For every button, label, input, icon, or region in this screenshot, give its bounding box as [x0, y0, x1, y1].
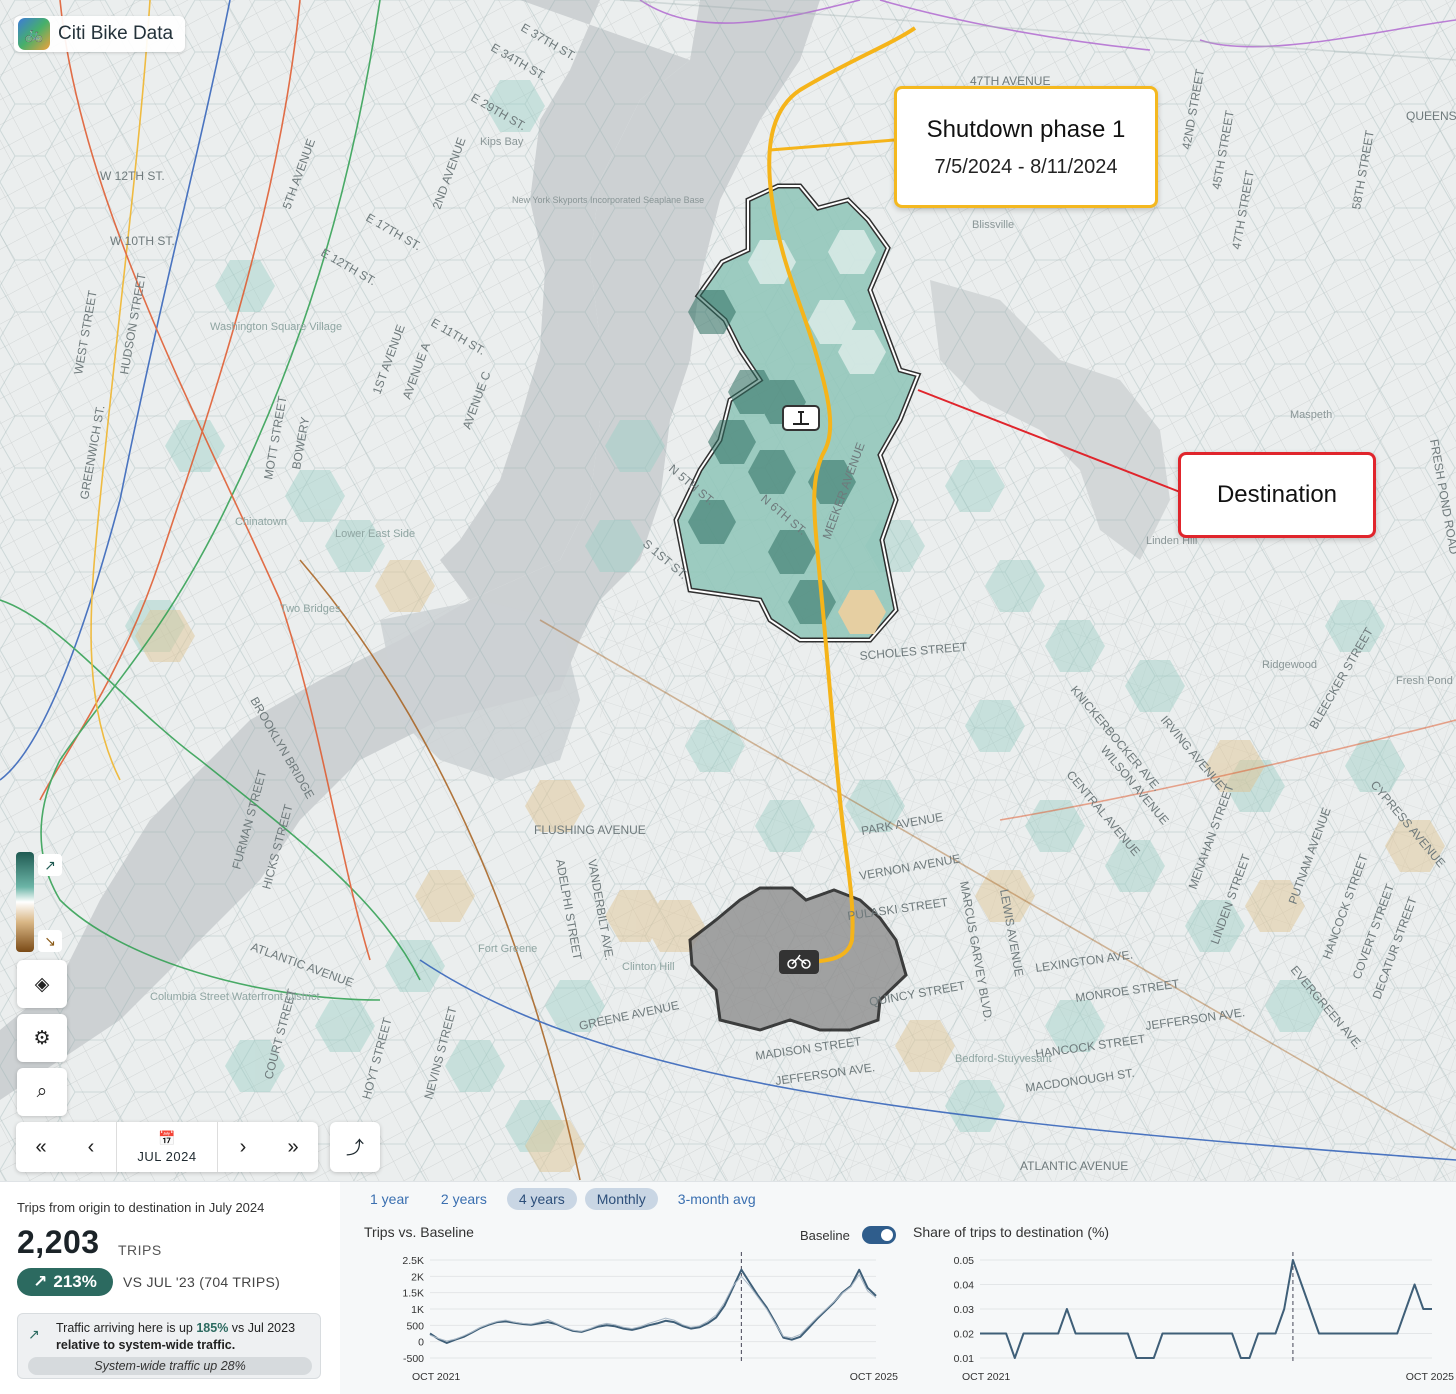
street-label: Fresh Pond — [1396, 675, 1453, 687]
street-label: Lower East Side — [335, 528, 415, 540]
first-month-button[interactable]: « — [35, 1135, 47, 1158]
last-month-button[interactable]: » — [287, 1135, 299, 1158]
street-label: New York Skyports Incorporated Seaplane … — [512, 195, 704, 205]
legend-gradient — [16, 852, 34, 952]
street-label: Chinatown — [235, 516, 287, 528]
tab-monthly[interactable]: Monthly — [584, 1188, 658, 1210]
charts-area: 1 year 2 years 4 years Monthly 3-month a… — [340, 1182, 1456, 1394]
tab-3-month-avg[interactable]: 3-month avg — [677, 1191, 756, 1207]
bike-icon[interactable] — [779, 950, 819, 974]
map-canvas[interactable]: E 34TH ST. E 37TH ST. E 29TH ST. 47TH AV… — [0, 0, 1456, 1181]
street-label: QUEENS — [1406, 109, 1456, 123]
app-brand[interactable]: 🚲 Citi Bike Data — [14, 16, 186, 52]
stats-panel: Trips from origin to destination in July… — [0, 1181, 1456, 1394]
street-label: Linden Hill — [1146, 535, 1197, 547]
street-label: Maspeth — [1290, 409, 1332, 421]
date-picker[interactable]: 📅 JUL 2024 — [116, 1122, 218, 1172]
street-label: Two Bridges — [280, 603, 341, 615]
callout-title: Destination — [1216, 481, 1338, 508]
system-wide-badge: System-wide traffic up 28% — [28, 1357, 312, 1375]
layers-button[interactable]: ◈ — [17, 960, 67, 1008]
trip-count: 2,203 — [17, 1224, 100, 1260]
date-navigator: « ‹ 📅 JUL 2024 › » — [16, 1122, 318, 1172]
layers-icon: ◈ — [34, 973, 50, 995]
tab-2-years[interactable]: 2 years — [440, 1191, 487, 1207]
series-line — [980, 1259, 1432, 1359]
sliders-icon: ⚙ — [33, 1027, 51, 1049]
x-tick-label: OCT 2025 — [850, 1371, 898, 1383]
share-button[interactable]: ⤴ — [330, 1122, 380, 1172]
street-label: Columbia Street Waterfront District — [150, 991, 320, 1003]
summary-card: Trips from origin to destination in July… — [0, 1182, 338, 1394]
street-label: W 12TH ST. — [100, 169, 165, 183]
x-tick-label: OCT 2021 — [412, 1371, 460, 1383]
street-label: 47TH AVENUE — [970, 74, 1050, 88]
trend-up-icon: ↗ — [38, 854, 62, 876]
color-legend: ↗ ↘ — [16, 852, 64, 952]
callout-dates: 7/5/2024 - 8/11/2024 — [934, 155, 1118, 178]
change-value: 213% — [53, 1272, 97, 1291]
y-tick-label: 0.04 — [954, 1280, 975, 1292]
range-tabs: 1 year 2 years 4 years Monthly 3-month a… — [358, 1188, 768, 1210]
map-view[interactable]: E 34TH ST. E 37TH ST. E 29TH ST. 47TH AV… — [0, 0, 1456, 1181]
y-tick-label: 0.01 — [954, 1353, 975, 1365]
y-tick-label: -500 — [403, 1353, 424, 1365]
street-label: Bedford-Stuyvesant — [955, 1053, 1052, 1065]
series-line — [429, 1274, 877, 1342]
shutdown-callout: Shutdown phase 1 7/5/2024 - 8/11/2024 — [894, 86, 1158, 208]
x-tick-label: OCT 2021 — [962, 1371, 1010, 1383]
y-tick-label: 1K — [411, 1304, 424, 1316]
change-badge: ↗ 213% — [17, 1268, 113, 1296]
street-label: Fort Greene — [478, 943, 537, 955]
y-tick-label: 500 — [406, 1320, 424, 1332]
callout-title: Shutdown phase 1 — [926, 115, 1126, 143]
y-tick-label: 0.02 — [954, 1329, 975, 1341]
next-month-button[interactable]: › — [239, 1135, 247, 1158]
calendar-icon: 📅 — [158, 1130, 176, 1146]
trips-chart[interactable]: 2.5K 2K 1.5K 1K 500 0 -500 OCT 2021 OCT 2025 — [340, 1248, 900, 1388]
share-icon: ⤴ — [346, 1138, 364, 1158]
search-button[interactable]: ⌕ — [17, 1068, 67, 1116]
baseline-toggle-label: Baseline — [800, 1228, 850, 1243]
y-tick-label: 0.05 — [954, 1255, 975, 1267]
search-icon: ⌕ — [36, 1081, 48, 1102]
series-line — [429, 1268, 877, 1344]
street-label: ATLANTIC AVENUE — [1020, 1159, 1128, 1173]
chart-title-trips: Trips vs. Baseline — [364, 1224, 474, 1240]
chart-title-share: Share of trips to destination (%) — [913, 1224, 1110, 1240]
street-label: Blissville — [972, 219, 1014, 231]
prev-month-button[interactable]: ‹ — [87, 1135, 95, 1158]
destination-callout: Destination — [1178, 452, 1376, 538]
relative-traffic-note: ↗ Traffic arriving here is up 185% vs Ju… — [17, 1313, 321, 1379]
street-label: W 10TH ST. — [110, 234, 175, 248]
street-label: Washington Square Village — [210, 321, 342, 333]
tab-1-year[interactable]: 1 year — [370, 1191, 409, 1207]
y-tick-label: 1.5K — [402, 1288, 424, 1300]
baseline-toggle[interactable] — [862, 1226, 896, 1244]
y-tick-label: 2K — [411, 1271, 424, 1283]
filters-button[interactable]: ⚙ — [17, 1014, 67, 1062]
note-text: Traffic arriving here is up 185% vs Jul … — [56, 1321, 296, 1352]
comparison-text: VS JUL '23 (704 TRIPS) — [123, 1274, 281, 1290]
y-tick-label: 2.5K — [402, 1255, 424, 1267]
tab-4-years[interactable]: 4 years — [506, 1188, 577, 1210]
summary-caption: Trips from origin to destination in July… — [17, 1200, 265, 1215]
date-label: JUL 2024 — [137, 1149, 197, 1164]
trend-up-icon: ↗ — [28, 1326, 40, 1342]
street-label: FLUSHING AVENUE — [534, 823, 646, 837]
trip-unit: TRIPS — [118, 1242, 162, 1258]
street-label: Clinton Hill — [622, 961, 675, 973]
y-tick-label: 0 — [418, 1337, 424, 1349]
bike-icon: 🚲 — [18, 18, 50, 50]
trend-down-icon: ↘ — [38, 930, 62, 952]
share-chart[interactable]: 0.05 0.04 0.03 0.02 0.01 OCT 2021 OCT 2025 — [900, 1248, 1456, 1388]
y-tick-label: 0.03 — [954, 1304, 975, 1316]
app-title: Citi Bike Data — [58, 23, 174, 44]
street-label: Kips Bay — [480, 136, 524, 148]
trend-up-icon: ↗ — [33, 1272, 48, 1291]
street-label: Ridgewood — [1262, 659, 1317, 671]
x-tick-label: OCT 2025 — [1406, 1371, 1454, 1383]
